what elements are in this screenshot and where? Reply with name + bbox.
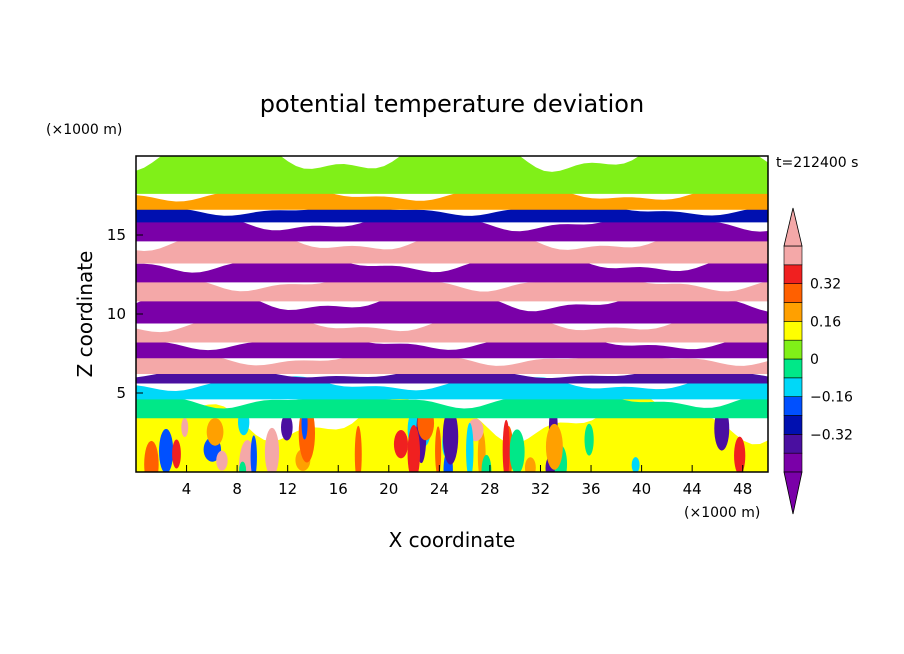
contour-band bbox=[136, 290, 768, 324]
convective-cell bbox=[442, 408, 459, 465]
convective-cell bbox=[481, 454, 492, 472]
convective-cell bbox=[435, 426, 442, 472]
convective-cell bbox=[509, 429, 525, 472]
x-tick-label: 16 bbox=[329, 480, 348, 498]
colorbar-tick-label: −0.32 bbox=[810, 427, 853, 443]
x-tick-label: 36 bbox=[581, 480, 600, 498]
y-tick-label: 10 bbox=[107, 305, 126, 323]
convective-cell bbox=[250, 435, 257, 472]
convective-cell bbox=[466, 422, 474, 472]
colorbar-tick-label: 0.32 bbox=[810, 277, 841, 293]
x-axis-label: X coordinate bbox=[389, 528, 516, 552]
y-axis-label: Z coordinate bbox=[73, 251, 97, 378]
x-tick-label: 4 bbox=[182, 480, 192, 498]
x-tick-label: 28 bbox=[480, 480, 499, 498]
convective-cell bbox=[545, 423, 563, 470]
convective-cell bbox=[354, 425, 362, 472]
colorbar: 0.32 0.16 0 −0.16 −0.32 bbox=[783, 207, 853, 515]
convective-cell bbox=[584, 423, 594, 456]
colorbar-tick-label: 0.16 bbox=[810, 314, 841, 330]
x-tick-label: 24 bbox=[430, 480, 449, 498]
convective-cell bbox=[524, 457, 536, 472]
colorbar-top-arrow bbox=[783, 207, 803, 247]
colorbar-segment bbox=[783, 415, 803, 435]
colorbar-segment bbox=[783, 358, 803, 379]
convective-cell bbox=[734, 436, 746, 472]
convective-cell bbox=[239, 461, 247, 472]
convective-cell bbox=[502, 419, 510, 472]
x-tick-label: 8 bbox=[232, 480, 242, 498]
colorbar-segment bbox=[783, 321, 803, 341]
contour-band bbox=[136, 334, 768, 359]
convective-cell bbox=[407, 425, 421, 472]
convective-cell bbox=[159, 428, 174, 472]
convective-cell bbox=[281, 414, 293, 441]
x-ticks: 4 8 12 16 20 24 28 32 36 40 44 48 bbox=[182, 465, 752, 498]
colorbar-segment bbox=[783, 434, 803, 454]
convective-cell bbox=[631, 457, 640, 472]
time-label: t=212400 s bbox=[776, 155, 858, 171]
y-units-label: (×1000 m) bbox=[46, 122, 122, 138]
chart-title: potential temperature deviation bbox=[260, 90, 644, 118]
convective-cell bbox=[181, 417, 189, 437]
plot-frame bbox=[135, 155, 769, 473]
contour-band bbox=[136, 369, 768, 384]
convective-cell bbox=[216, 450, 228, 471]
y-tick-label: 5 bbox=[116, 384, 126, 402]
colorbar-segment bbox=[783, 339, 803, 360]
y-tick-label: 15 bbox=[107, 226, 126, 244]
colorbar-tick-label: 0 bbox=[810, 352, 819, 368]
convective-cell bbox=[206, 418, 224, 446]
x-tick-label: 12 bbox=[278, 480, 297, 498]
colorbar-segment bbox=[783, 283, 803, 303]
convective-cell bbox=[144, 440, 159, 472]
convective-cell bbox=[172, 439, 181, 469]
colorbar-segment bbox=[783, 452, 803, 473]
convective-cell bbox=[264, 427, 280, 472]
contour-band bbox=[136, 231, 768, 264]
contour-band bbox=[136, 156, 768, 194]
colorbar-segment bbox=[783, 245, 803, 266]
convective-cell bbox=[393, 429, 408, 459]
x-tick-label: 40 bbox=[632, 480, 651, 498]
colorbar-segment bbox=[783, 377, 803, 397]
y-ticks: 5 10 15 bbox=[107, 226, 143, 402]
x-tick-label: 32 bbox=[531, 480, 550, 498]
colorbar-segment bbox=[783, 264, 803, 284]
x-tick-label: 20 bbox=[379, 480, 398, 498]
contour-field bbox=[136, 156, 768, 472]
x-tick-label: 48 bbox=[733, 480, 752, 498]
x-tick-label: 44 bbox=[683, 480, 702, 498]
x-units-label: (×1000 m) bbox=[684, 505, 760, 521]
colorbar-bottom-arrow bbox=[783, 471, 803, 515]
colorbar-segment bbox=[783, 396, 803, 416]
colorbar-segment bbox=[783, 302, 803, 322]
colorbar-tick-label: −0.16 bbox=[810, 390, 853, 406]
